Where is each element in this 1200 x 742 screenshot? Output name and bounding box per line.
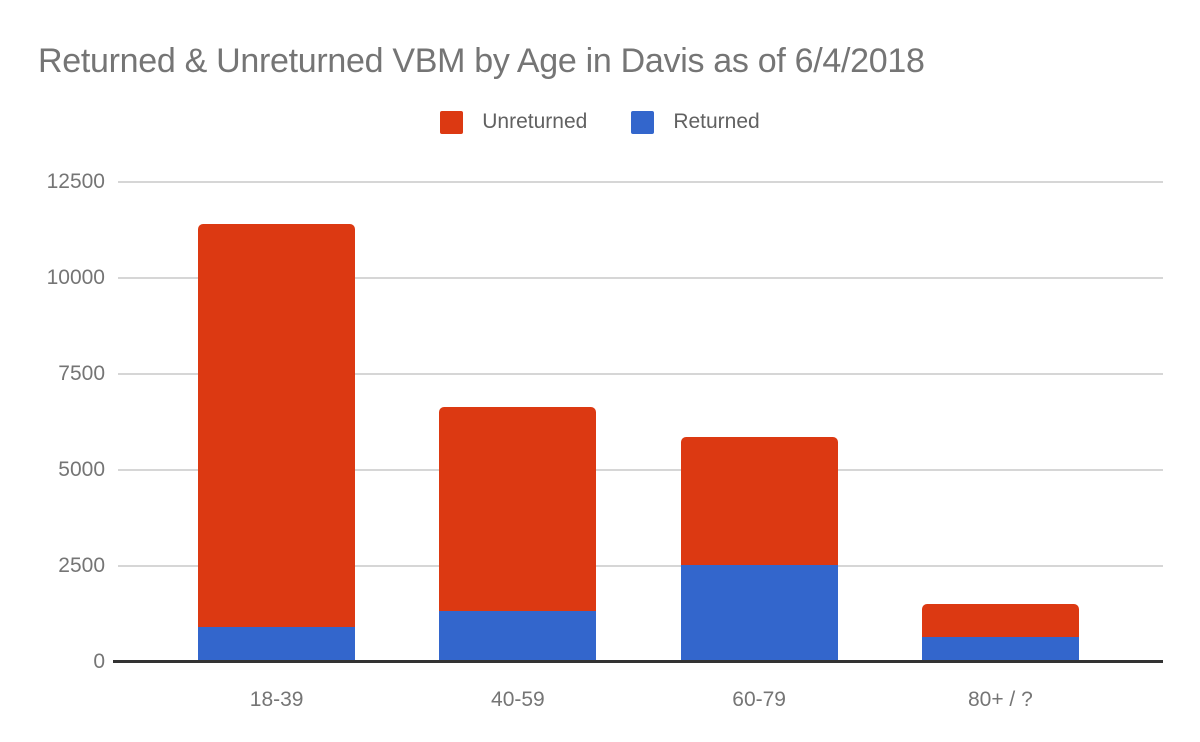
y-tick-label-0: 0 bbox=[93, 650, 105, 673]
y-tick-label-7500: 7500 bbox=[58, 362, 105, 385]
bar-stack bbox=[198, 224, 356, 662]
bar-segment-unreturned[interactable] bbox=[198, 224, 356, 627]
bar-column-60-79 bbox=[639, 182, 880, 662]
legend-label: Returned bbox=[673, 110, 760, 133]
bar-column-80+- bbox=[880, 182, 1121, 662]
gridline-12500 bbox=[118, 181, 1163, 183]
bar-segment-returned[interactable] bbox=[680, 564, 838, 662]
bar-column-18-39 bbox=[156, 182, 397, 662]
legend-label: Unreturned bbox=[482, 110, 588, 133]
legend-item-unreturned: Unreturned bbox=[440, 110, 587, 134]
y-tick-label-10000: 10000 bbox=[46, 266, 105, 289]
bar-segment-unreturned[interactable] bbox=[921, 603, 1079, 637]
x-tick-label-18-39: 18-39 bbox=[249, 688, 304, 711]
gridline-2500 bbox=[118, 565, 1163, 567]
gridline-7500 bbox=[118, 373, 1163, 375]
y-tick-label-12500: 12500 bbox=[46, 170, 105, 193]
bar-segment-returned[interactable] bbox=[921, 636, 1079, 662]
gridline-5000 bbox=[118, 469, 1163, 471]
x-axis-baseline bbox=[113, 660, 1163, 663]
y-axis-labels: 0 2500 5000 7500 10000 12500 bbox=[0, 0, 105, 742]
legend-swatch-returned bbox=[631, 110, 655, 134]
x-axis-labels: 18-39 40-59 60-79 80+ / ? bbox=[118, 688, 1163, 718]
bar-segment-returned[interactable] bbox=[198, 626, 356, 662]
bar-stack bbox=[921, 603, 1079, 662]
x-tick-label-80+-: 80+ / ? bbox=[967, 688, 1033, 711]
bar-segment-unreturned[interactable] bbox=[439, 407, 597, 611]
plot-area bbox=[113, 181, 1163, 663]
legend-item-returned: Returned bbox=[631, 110, 760, 134]
bar-stack bbox=[680, 436, 838, 662]
bar-segment-unreturned[interactable] bbox=[680, 436, 838, 565]
y-tick-label-2500: 2500 bbox=[58, 554, 105, 577]
y-tick-label-5000: 5000 bbox=[58, 458, 105, 481]
gridline-10000 bbox=[118, 277, 1163, 279]
bar-series-container bbox=[156, 182, 1121, 662]
legend: Unreturned Returned bbox=[0, 110, 1200, 134]
legend-swatch-unreturned bbox=[440, 110, 464, 134]
bar-column-40-59 bbox=[397, 182, 638, 662]
chart-title: Returned & Unreturned VBM by Age in Davi… bbox=[38, 42, 925, 80]
bar-stack bbox=[439, 407, 597, 662]
x-tick-label-40-59: 40-59 bbox=[491, 688, 545, 711]
bar-segment-returned[interactable] bbox=[439, 610, 597, 662]
x-tick-label-60-79: 60-79 bbox=[732, 688, 786, 711]
